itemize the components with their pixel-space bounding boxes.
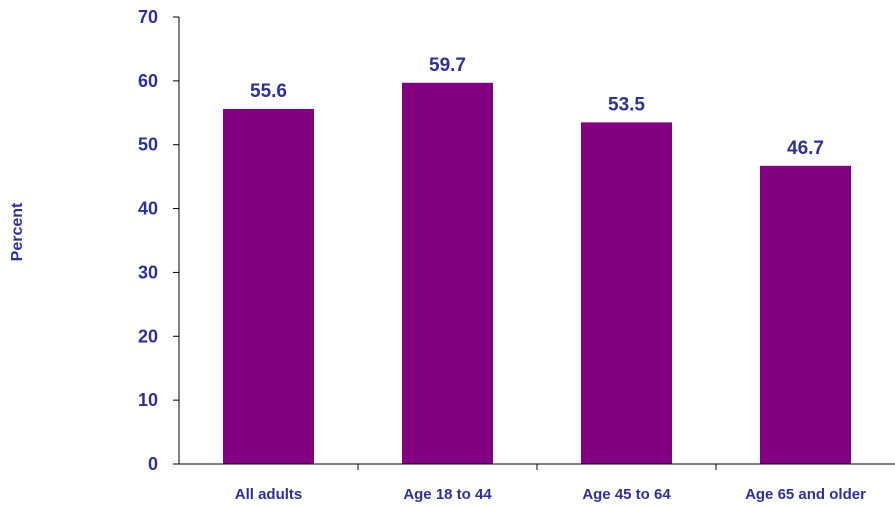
y-axis-title: Percent — [9, 202, 26, 261]
y-tick-label: 0 — [148, 454, 158, 474]
data-label: 53.5 — [608, 94, 645, 115]
bar — [760, 165, 851, 464]
x-tick-label: All adults — [235, 486, 303, 503]
bar — [402, 82, 493, 464]
y-tick-label: 50 — [138, 135, 158, 155]
y-axis-ticks: 0 10 20 30 40 50 60 70 — [138, 7, 179, 474]
y-tick-label: 10 — [138, 390, 158, 410]
y-tick-label: 60 — [138, 71, 158, 91]
y-tick-label: 40 — [138, 199, 158, 219]
data-label: 59.7 — [429, 55, 466, 76]
data-label: 55.6 — [250, 81, 287, 102]
x-tick-label: Age 65 and older — [745, 486, 866, 503]
x-tick-label: Age 45 to 64 — [582, 486, 671, 503]
bar — [223, 108, 314, 464]
y-tick-label: 20 — [138, 326, 158, 346]
x-axis-ticks: All adults Age 18 to 44 Age 45 to 64 Age 65… — [235, 464, 866, 503]
x-tick-label: Age 18 to 44 — [403, 486, 492, 503]
y-tick-label: 30 — [138, 262, 158, 282]
data-label: 46.7 — [787, 138, 824, 159]
bars — [223, 82, 851, 464]
bar — [581, 122, 672, 464]
data-labels: 55.6 59.7 53.5 46.7 — [250, 55, 824, 159]
y-tick-label: 70 — [138, 7, 158, 27]
